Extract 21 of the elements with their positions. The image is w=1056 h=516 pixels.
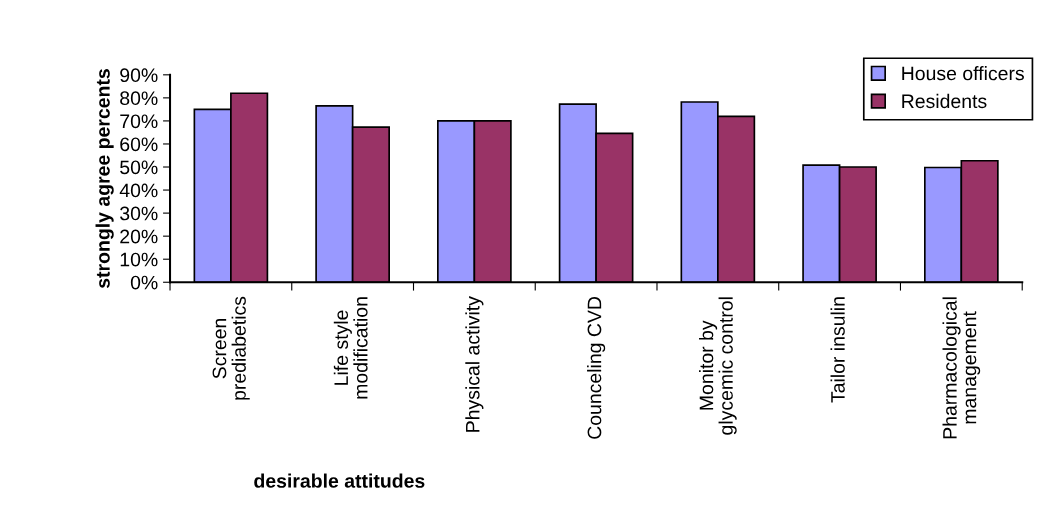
y-tick-label: 20% [120,229,158,244]
y-tick-label: 10% [120,252,158,267]
x-tick-label: Tailor insulin [830,297,845,403]
x-tick-label: Life style modification [333,297,368,399]
y-tick-label: 50% [120,160,158,175]
x-tick-label: Physical activity [465,296,484,432]
y-axis-title: strongly agree percents [95,69,114,289]
legend-label: House officers [902,66,1024,81]
y-tick-label: 90% [120,68,158,83]
x-tick-label: Pharmacological management [942,297,981,439]
y-tick-label: 70% [120,114,158,129]
x-tick-label: Screen prediabetics [212,296,250,400]
x-axis-title: desirable attitudes [254,473,425,488]
x-tick-label: Counceling CVD [587,297,606,439]
x-tick-label: Monitor by glycemic control [699,297,737,435]
y-tick-label: 30% [120,206,158,221]
y-tick-label: 40% [119,183,158,198]
legend-label: Residents [902,93,987,109]
y-tick-label: 0% [130,275,158,290]
y-tick-label: 60% [120,137,158,152]
y-tick-label: 80% [120,91,158,106]
